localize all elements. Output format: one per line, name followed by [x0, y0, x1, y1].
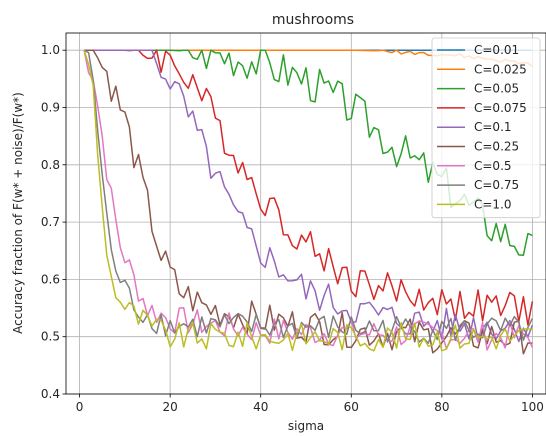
- axis-ticks: 0 20 40 60 80 100 0.4 0.5 0.6 0.7 0.8 0.9 1.0: [41, 43, 544, 414]
- y-tick-label: 0.6: [41, 272, 60, 286]
- series-line-5: [84, 49, 534, 343]
- y-tick-label: 0.8: [41, 158, 60, 172]
- x-axis-label: sigma: [288, 419, 324, 433]
- y-tick-label: 0.5: [41, 330, 60, 344]
- legend-box: [431, 37, 541, 219]
- x-tick-label: 20: [163, 400, 178, 414]
- legend: C=0.01 C=0.025 C=0.05 C=0.075 C=0.1 C=0.25 C=0…: [431, 37, 541, 219]
- y-axis-label: Accuracy fraction of F(w* + noise)/F(w*): [11, 92, 25, 334]
- legend-label: C=0.075: [474, 101, 527, 115]
- x-tick-label: 0: [76, 400, 84, 414]
- y-tick-label: 1.0: [41, 43, 60, 57]
- legend-label: C=0.01: [474, 43, 519, 57]
- legend-label: C=0.5: [474, 159, 512, 173]
- x-tick-label: 60: [344, 400, 359, 414]
- series-line-9: [83, 49, 533, 352]
- y-tick-label: 0.9: [41, 100, 60, 114]
- x-tick-label: 80: [434, 400, 449, 414]
- x-tick-label: 40: [253, 400, 268, 414]
- plot-frame: [65, 32, 546, 395]
- x-tick-label: 100: [521, 400, 544, 414]
- series-lines: [83, 49, 534, 355]
- series-line-4: [84, 49, 534, 326]
- legend-label: C=0.75: [474, 178, 519, 192]
- legend-label: C=0.1: [474, 120, 512, 134]
- legend-label: C=0.05: [474, 82, 519, 96]
- y-tick-label: 0.4: [41, 387, 60, 401]
- chart-title: mushrooms: [272, 12, 354, 28]
- y-tick-label: 0.7: [41, 215, 60, 229]
- legend-label: C=0.025: [474, 62, 527, 76]
- legend-label: C=0.25: [474, 140, 519, 154]
- legend-label: C=1.0: [474, 197, 512, 211]
